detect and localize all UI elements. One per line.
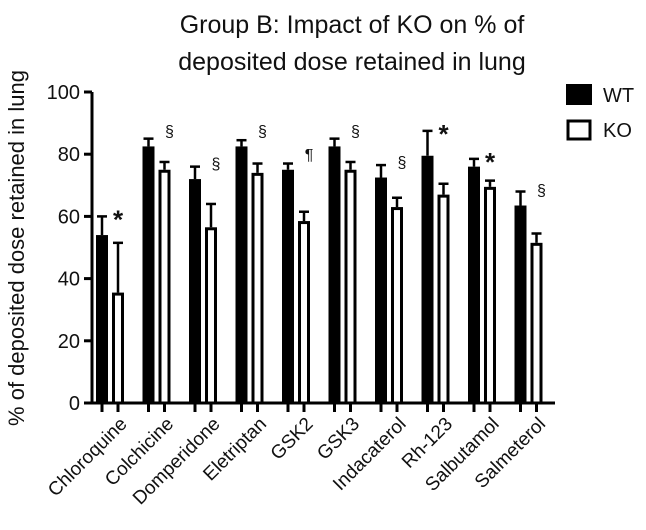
bar-ko bbox=[530, 242, 543, 405]
bar-ko bbox=[344, 169, 357, 405]
bar-wt bbox=[468, 166, 480, 403]
x-tick-labels: ChloroquineColchicineDomperidoneEletript… bbox=[44, 414, 550, 510]
bar-ko bbox=[391, 207, 403, 405]
legend: WT KO bbox=[566, 84, 634, 142]
significance-marker: * bbox=[113, 204, 124, 234]
bar-wt bbox=[421, 155, 434, 403]
bars bbox=[96, 129, 543, 412]
bar-ko bbox=[112, 292, 124, 405]
chart-title-line2: deposited dose retained in lung bbox=[178, 48, 526, 76]
bar-wt bbox=[235, 146, 248, 404]
y-axis-label: % of deposited dose retained in lung bbox=[4, 70, 29, 426]
bar-ko bbox=[298, 221, 310, 405]
significance-marker: ¶ bbox=[305, 147, 314, 164]
significance-marker: § bbox=[398, 155, 407, 172]
bar-wt bbox=[189, 179, 201, 403]
bar-ko bbox=[484, 186, 496, 405]
bar-wt bbox=[96, 235, 108, 403]
bar-ko bbox=[205, 227, 217, 405]
bar-wt bbox=[328, 146, 341, 404]
y-tick-label: 80 bbox=[58, 144, 80, 166]
x-tick-label: GSK2 bbox=[267, 414, 318, 465]
y-tick-label: 0 bbox=[69, 393, 80, 415]
significance-marker: § bbox=[351, 123, 360, 140]
significance-marker: § bbox=[165, 123, 174, 140]
legend-label-ko: KO bbox=[603, 120, 632, 142]
y-tick-label: 60 bbox=[58, 206, 80, 228]
y-tick-label: 40 bbox=[58, 269, 80, 291]
y-tick-label: 20 bbox=[58, 331, 80, 353]
bar-ko bbox=[251, 172, 264, 405]
bar-ko bbox=[158, 169, 171, 405]
y-ticks: 0 20 40 60 80 100 bbox=[47, 82, 92, 415]
bar-wt bbox=[142, 146, 155, 404]
bar-wt bbox=[375, 177, 387, 403]
significance-marker: § bbox=[212, 156, 221, 173]
significance-annotations: * § § § ¶ § § * * § bbox=[113, 119, 546, 235]
bar-wt bbox=[514, 205, 527, 403]
legend-swatch-wt bbox=[566, 84, 592, 105]
bar-wt bbox=[282, 169, 294, 403]
significance-marker: § bbox=[258, 123, 267, 140]
significance-marker: * bbox=[485, 147, 496, 177]
chart-title-line1: Group B: Impact of KO on % of bbox=[180, 11, 525, 39]
legend-swatch-ko bbox=[566, 119, 592, 141]
y-tick-label: 100 bbox=[47, 82, 80, 104]
bar-ko bbox=[437, 194, 450, 405]
significance-marker: § bbox=[537, 183, 546, 200]
significance-marker: * bbox=[438, 119, 449, 149]
legend-label-wt: WT bbox=[603, 85, 634, 107]
